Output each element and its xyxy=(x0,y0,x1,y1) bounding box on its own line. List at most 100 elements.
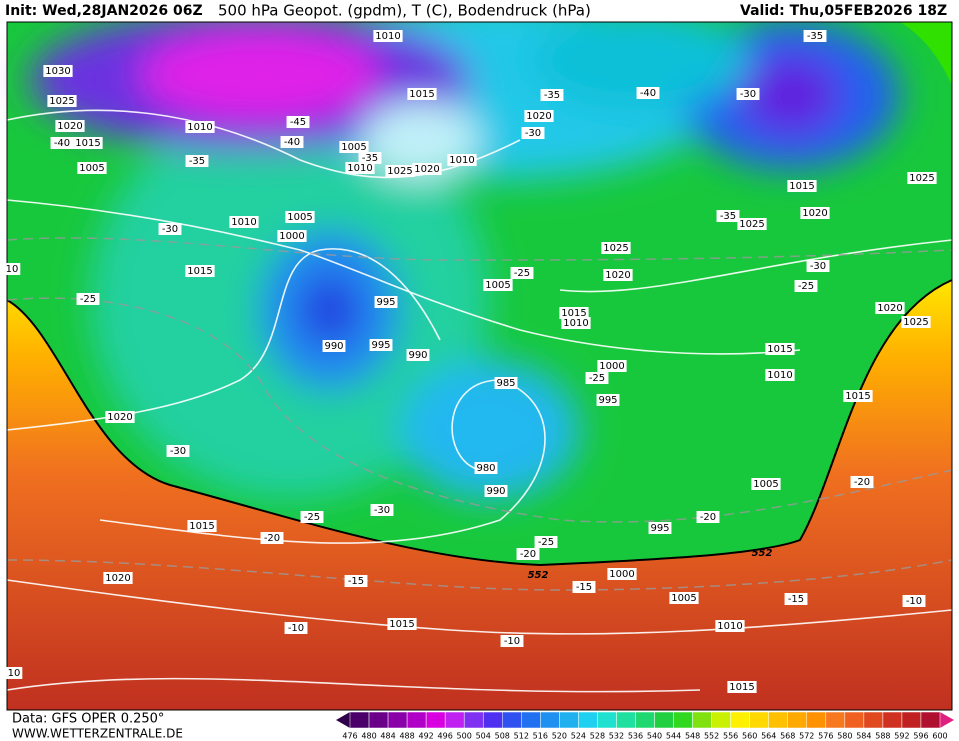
colorbar-tick-label: 512 xyxy=(514,732,529,741)
contour-label: 985 xyxy=(496,378,515,389)
colorbar-swatch xyxy=(692,711,712,729)
contour-label: 1025 xyxy=(739,219,764,230)
contour-label: 1010 xyxy=(449,155,474,166)
label-box xyxy=(277,230,307,242)
label-box xyxy=(387,618,417,630)
contour-label: 1010 xyxy=(231,217,256,228)
label-box xyxy=(727,681,757,693)
contour-label: 1020 xyxy=(107,412,132,423)
contour-label: -35 xyxy=(807,31,823,42)
contour-label: 1010 xyxy=(767,370,792,381)
contour-label: 995 xyxy=(371,340,390,351)
colorbar-tick-label: 536 xyxy=(628,732,643,741)
contour-label: 1015 xyxy=(187,266,212,277)
label-box xyxy=(803,30,827,42)
label-box xyxy=(494,377,518,389)
contour-label: -25 xyxy=(80,294,96,305)
colorbar-swatch xyxy=(502,711,522,729)
label-box xyxy=(794,280,818,292)
contour-label: 1015 xyxy=(75,138,100,149)
label-box xyxy=(166,445,190,457)
contour-label: 1015 xyxy=(409,89,434,100)
contour-label: -35 xyxy=(720,211,736,222)
map-field xyxy=(6,0,953,710)
contour-label: 1025 xyxy=(909,173,934,184)
colorbar-swatch xyxy=(616,711,636,729)
contour-label: -20 xyxy=(264,533,280,544)
contour-label: 1025 xyxy=(387,166,412,177)
label-box xyxy=(601,242,631,254)
label-box xyxy=(369,339,393,351)
label-box xyxy=(483,279,513,291)
contour-label: -40 xyxy=(54,138,70,149)
label-box xyxy=(716,210,740,222)
label-box xyxy=(5,667,23,679)
contour-label: -35 xyxy=(189,156,205,167)
label-box xyxy=(534,536,558,548)
contour-label: 995 xyxy=(376,297,395,308)
contour-label: 1030 xyxy=(45,66,70,77)
colorbar-swatch xyxy=(787,711,808,729)
label-box xyxy=(474,462,498,474)
label-box xyxy=(73,137,103,149)
contour-label: 1005 xyxy=(79,163,104,174)
label-box xyxy=(524,110,554,122)
contour-label: 980 xyxy=(476,463,495,474)
label-box xyxy=(229,216,259,228)
contour-label: -30 xyxy=(525,128,541,139)
label-box xyxy=(607,568,637,580)
label-box xyxy=(407,88,437,100)
contour-label: 1010 xyxy=(187,122,212,133)
contour-label: 1025 xyxy=(603,243,628,254)
label-box xyxy=(806,260,830,272)
label-box xyxy=(737,218,767,230)
label-box xyxy=(736,88,760,100)
label-box xyxy=(286,116,310,128)
contour-label: 1015 xyxy=(729,682,754,693)
label-box xyxy=(843,390,873,402)
contour-label: -25 xyxy=(538,537,554,548)
colorbar-swatch xyxy=(654,711,674,729)
contour-label: -25 xyxy=(589,373,605,384)
colorbar-swatch xyxy=(635,711,655,729)
label-box xyxy=(260,532,284,544)
contour-label: 1005 xyxy=(485,280,510,291)
contour-label: 1020 xyxy=(802,208,827,219)
valid-time: Valid: Thu,05FEB2026 18Z xyxy=(740,3,947,19)
label-box xyxy=(901,316,931,328)
contour-label: 1020 xyxy=(105,573,130,584)
contour-label: -25 xyxy=(304,512,320,523)
label-box xyxy=(3,263,21,275)
label-box xyxy=(907,172,937,184)
label-box xyxy=(345,162,375,174)
colorbar-tick-label: 488 xyxy=(399,732,414,741)
contour-label: 1000 xyxy=(609,569,634,580)
label-box xyxy=(751,478,781,490)
colorbar-swatch xyxy=(349,711,370,729)
contour-label: 1015 xyxy=(189,521,214,532)
website: WWW.WETTERZENTRALE.DE xyxy=(12,727,183,741)
contour-label: 1000 xyxy=(279,231,304,242)
label-box xyxy=(572,581,596,593)
contour-label: 10 xyxy=(6,264,19,275)
colorbar-tick-label: 552 xyxy=(704,732,719,741)
colorbar: 476 480 484 488 492 496 500 504 508 512 516 520 524 5… xyxy=(336,711,954,741)
colorbar-tick-label: 548 xyxy=(685,732,700,741)
colorbar-swatch xyxy=(578,711,598,729)
contour-label: -20 xyxy=(700,512,716,523)
contour-label: 552 xyxy=(528,570,549,581)
contour-label: 1005 xyxy=(287,212,312,223)
contour-label: -30 xyxy=(740,89,756,100)
label-box xyxy=(784,593,808,605)
contour-label: -30 xyxy=(162,224,178,235)
contour-label: 10 xyxy=(8,668,21,679)
colorbar-swatch xyxy=(920,711,941,729)
colorbar-tick-label: 524 xyxy=(571,732,586,741)
contour-label: -10 xyxy=(906,596,922,607)
label-box xyxy=(105,411,135,423)
colorbar-end xyxy=(336,712,350,728)
label-box xyxy=(597,360,627,372)
colorbar-swatch xyxy=(597,711,617,729)
